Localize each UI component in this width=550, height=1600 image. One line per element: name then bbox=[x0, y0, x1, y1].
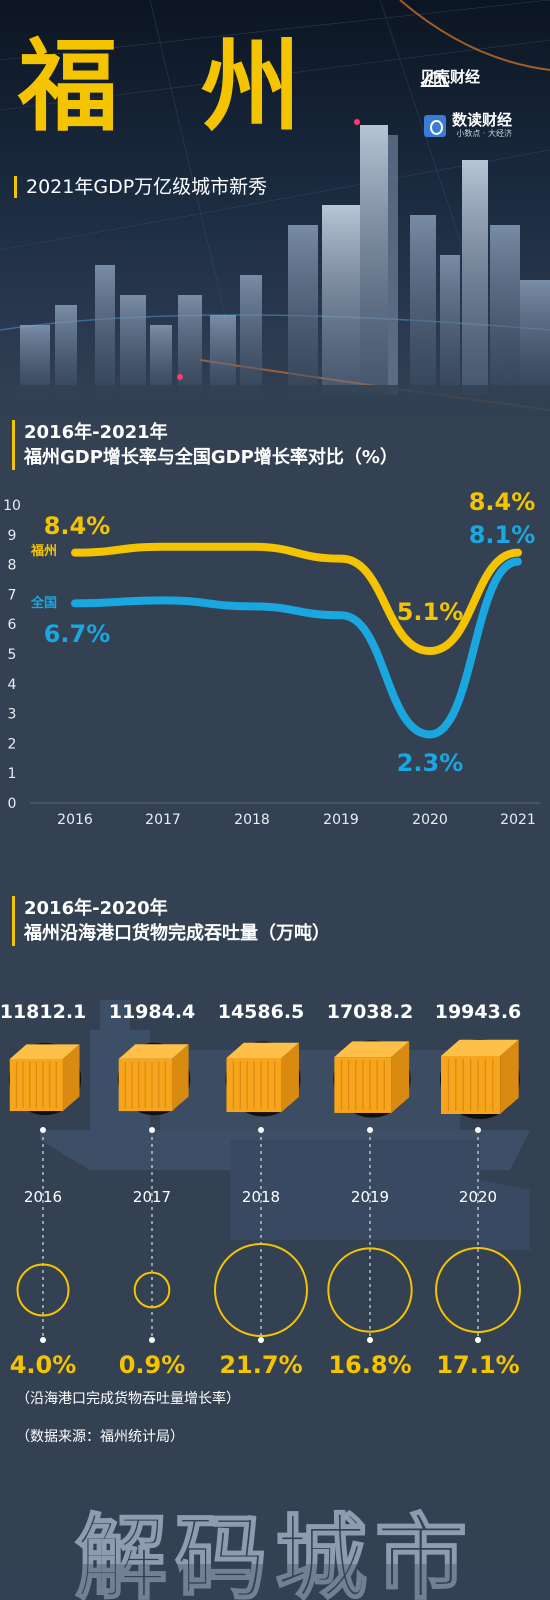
x-tick-label: 2020 bbox=[412, 812, 448, 828]
growth-rate-circle bbox=[133, 1271, 171, 1309]
x-tick-label: 2021 bbox=[500, 812, 536, 828]
growth-rate-label: 21.7% bbox=[219, 1351, 302, 1379]
growth-rate-circle bbox=[327, 1247, 413, 1333]
x-tick-label: 2018 bbox=[234, 812, 270, 828]
growth-rate-label: 16.8% bbox=[328, 1351, 411, 1379]
city-title: 福 州 bbox=[18, 28, 325, 145]
x-tick-label: 2017 bbox=[145, 812, 181, 828]
y-tick-label: 10 bbox=[3, 498, 21, 514]
container-icon bbox=[441, 1039, 519, 1114]
container-icon bbox=[334, 1041, 410, 1113]
container-icon bbox=[226, 1042, 299, 1113]
beike-shell-icon bbox=[420, 71, 450, 87]
shudu-logo: 数读财经 小数点 · 大经济 bbox=[424, 112, 512, 139]
guide-dot bbox=[149, 1127, 155, 1133]
guide-dot bbox=[40, 1337, 46, 1343]
y-tick-label: 0 bbox=[8, 796, 17, 812]
y-tick-label: 2 bbox=[8, 736, 17, 752]
throughput-value-label: 11984.4 bbox=[109, 1001, 196, 1023]
year-label: 2018 bbox=[242, 1188, 280, 1206]
throughput-value-label: 17038.2 bbox=[327, 1001, 414, 1023]
footer-decoration: 解码城市 bbox=[0, 1504, 550, 1600]
year-label: 2020 bbox=[459, 1188, 497, 1206]
y-tick-label: 9 bbox=[8, 528, 17, 544]
section-port-heading: 2016年-2020年 福州沿海港口货物完成吞吐量（万吨） bbox=[12, 896, 330, 946]
beike-logo: 贝壳财经 bbox=[420, 66, 480, 87]
y-tick-label: 4 bbox=[8, 677, 17, 693]
series-line-national bbox=[71, 557, 522, 739]
container-icon bbox=[9, 1044, 80, 1112]
year-label: 2016 bbox=[24, 1188, 62, 1206]
x-tick-label: 2016 bbox=[57, 812, 93, 828]
guide-dot bbox=[367, 1337, 373, 1343]
series-name-national: 全国 bbox=[30, 595, 57, 611]
y-tick-label: 5 bbox=[8, 647, 17, 663]
throughput-value-label: 14586.5 bbox=[218, 1001, 305, 1023]
guide-dot bbox=[258, 1127, 264, 1133]
footer-text: 解码城市 bbox=[75, 1505, 475, 1600]
data-label-national-2020: 2.3% bbox=[397, 749, 464, 777]
guide-dot bbox=[367, 1127, 373, 1133]
year-label: 2019 bbox=[351, 1188, 389, 1206]
guide-dot bbox=[475, 1127, 481, 1133]
growth-rate-label: 0.9% bbox=[119, 1351, 186, 1379]
shudu-logo-text: 数读财经 bbox=[452, 111, 513, 129]
data-label-fuzhou-2020: 5.1% bbox=[397, 598, 464, 626]
container-icon bbox=[118, 1044, 189, 1112]
gdp-line-chart: 0 1 2 3 4 5 6 7 8 9 10 2016 2017 2018 2019 2020 2021 福州… bbox=[3, 488, 540, 828]
y-tick-label: 1 bbox=[8, 766, 17, 782]
series-line-fuzhou bbox=[71, 542, 522, 656]
y-tick-label: 3 bbox=[8, 707, 17, 723]
section-gdp-title: 福州GDP增长率与全国GDP增长率对比（%） bbox=[24, 447, 398, 468]
growth-rate-circle bbox=[214, 1243, 308, 1337]
series-name-fuzhou: 福州 bbox=[30, 543, 57, 559]
hero-subtitle: 2021年GDP万亿级城市新秀 bbox=[14, 176, 267, 198]
growth-rate-caption: （沿海港口完成货物吞吐量增长率） bbox=[16, 1391, 240, 1407]
throughput-value-label: 11812.1 bbox=[0, 1001, 86, 1023]
year-label: 2017 bbox=[133, 1188, 171, 1206]
growth-rate-label: 4.0% bbox=[10, 1351, 77, 1379]
guide-dot bbox=[475, 1337, 481, 1343]
city-skyline-illustration bbox=[0, 0, 550, 420]
ship-truck-background bbox=[40, 1000, 530, 1250]
data-label-national-2021: 8.1% bbox=[469, 521, 536, 549]
guide-dot bbox=[149, 1337, 155, 1343]
x-tick-label: 2019 bbox=[323, 812, 359, 828]
data-label-fuzhou-2021: 8.4% bbox=[469, 488, 536, 516]
y-tick-label: 8 bbox=[8, 558, 17, 574]
shudu-icon bbox=[424, 114, 446, 137]
growth-rate-circle bbox=[435, 1247, 521, 1333]
port-throughput-chart: 11812.1 2016 4.0% 11984.4 2017 0.9% 14586.5 201… bbox=[0, 1000, 530, 1379]
data-source: （数据来源：福州统计局） bbox=[16, 1429, 184, 1445]
data-label-fuzhou-2016: 8.4% bbox=[44, 512, 111, 540]
growth-rate-label: 17.1% bbox=[436, 1351, 519, 1379]
section-port-years: 2016年-2020年 bbox=[24, 898, 168, 919]
y-tick-label: 7 bbox=[8, 587, 17, 603]
throughput-value-label: 19943.6 bbox=[435, 1001, 522, 1023]
section-gdp-years: 2016年-2021年 bbox=[24, 422, 168, 443]
growth-rate-circle bbox=[16, 1263, 70, 1317]
guide-dot bbox=[258, 1337, 264, 1343]
guide-dot bbox=[40, 1127, 46, 1133]
section-port-title: 福州沿海港口货物完成吞吐量（万吨） bbox=[24, 923, 330, 944]
section-gdp-heading: 2016年-2021年 福州GDP增长率与全国GDP增长率对比（%） bbox=[12, 420, 398, 470]
y-tick-label: 6 bbox=[8, 617, 17, 633]
hero-banner: 福 州 2021年GDP万亿级城市新秀 贝壳财经 数读财经 小数点 · 大经济 bbox=[0, 0, 550, 420]
data-label-national-2016: 6.7% bbox=[44, 620, 111, 648]
shudu-logo-tag: 小数点 · 大经济 bbox=[456, 129, 513, 138]
